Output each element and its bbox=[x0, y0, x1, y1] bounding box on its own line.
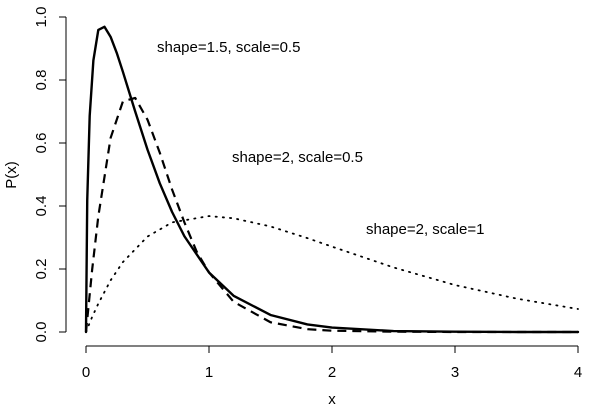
y-tick-label: 0.8 bbox=[33, 70, 50, 91]
x-tick-label: 3 bbox=[451, 364, 459, 381]
y-tick-label: 0.0 bbox=[33, 322, 50, 343]
series-line-1 bbox=[84, 25, 580, 334]
y-tick-label: 0.4 bbox=[33, 196, 50, 217]
y-ticks: 0.0 0.2 0.4 0.6 0.8 1.0 bbox=[33, 7, 66, 343]
x-ticks: 0 1 2 3 4 bbox=[82, 346, 582, 381]
annotation-series-2: shape=2, scale=0.5 bbox=[232, 149, 363, 166]
y-tick-label: 0.2 bbox=[33, 259, 50, 280]
series-line-2 bbox=[84, 96, 578, 334]
x-tick-label: 4 bbox=[574, 364, 582, 381]
x-tick-label: 0 bbox=[82, 364, 90, 381]
series-line-3 bbox=[85, 215, 579, 333]
y-axis-label: P(x) bbox=[3, 161, 20, 189]
annotation-series-1: shape=1.5, scale=0.5 bbox=[157, 39, 300, 56]
y-tick-label: 1.0 bbox=[33, 7, 50, 28]
annotation-series-3: shape=2, scale=1 bbox=[366, 221, 484, 238]
x-axis-label: x bbox=[328, 391, 336, 407]
x-tick-label: 2 bbox=[328, 364, 336, 381]
series-layer bbox=[84, 25, 580, 334]
x-tick-label: 1 bbox=[205, 364, 213, 381]
y-tick-label: 0.6 bbox=[33, 133, 50, 154]
axes bbox=[65, 17, 578, 347]
